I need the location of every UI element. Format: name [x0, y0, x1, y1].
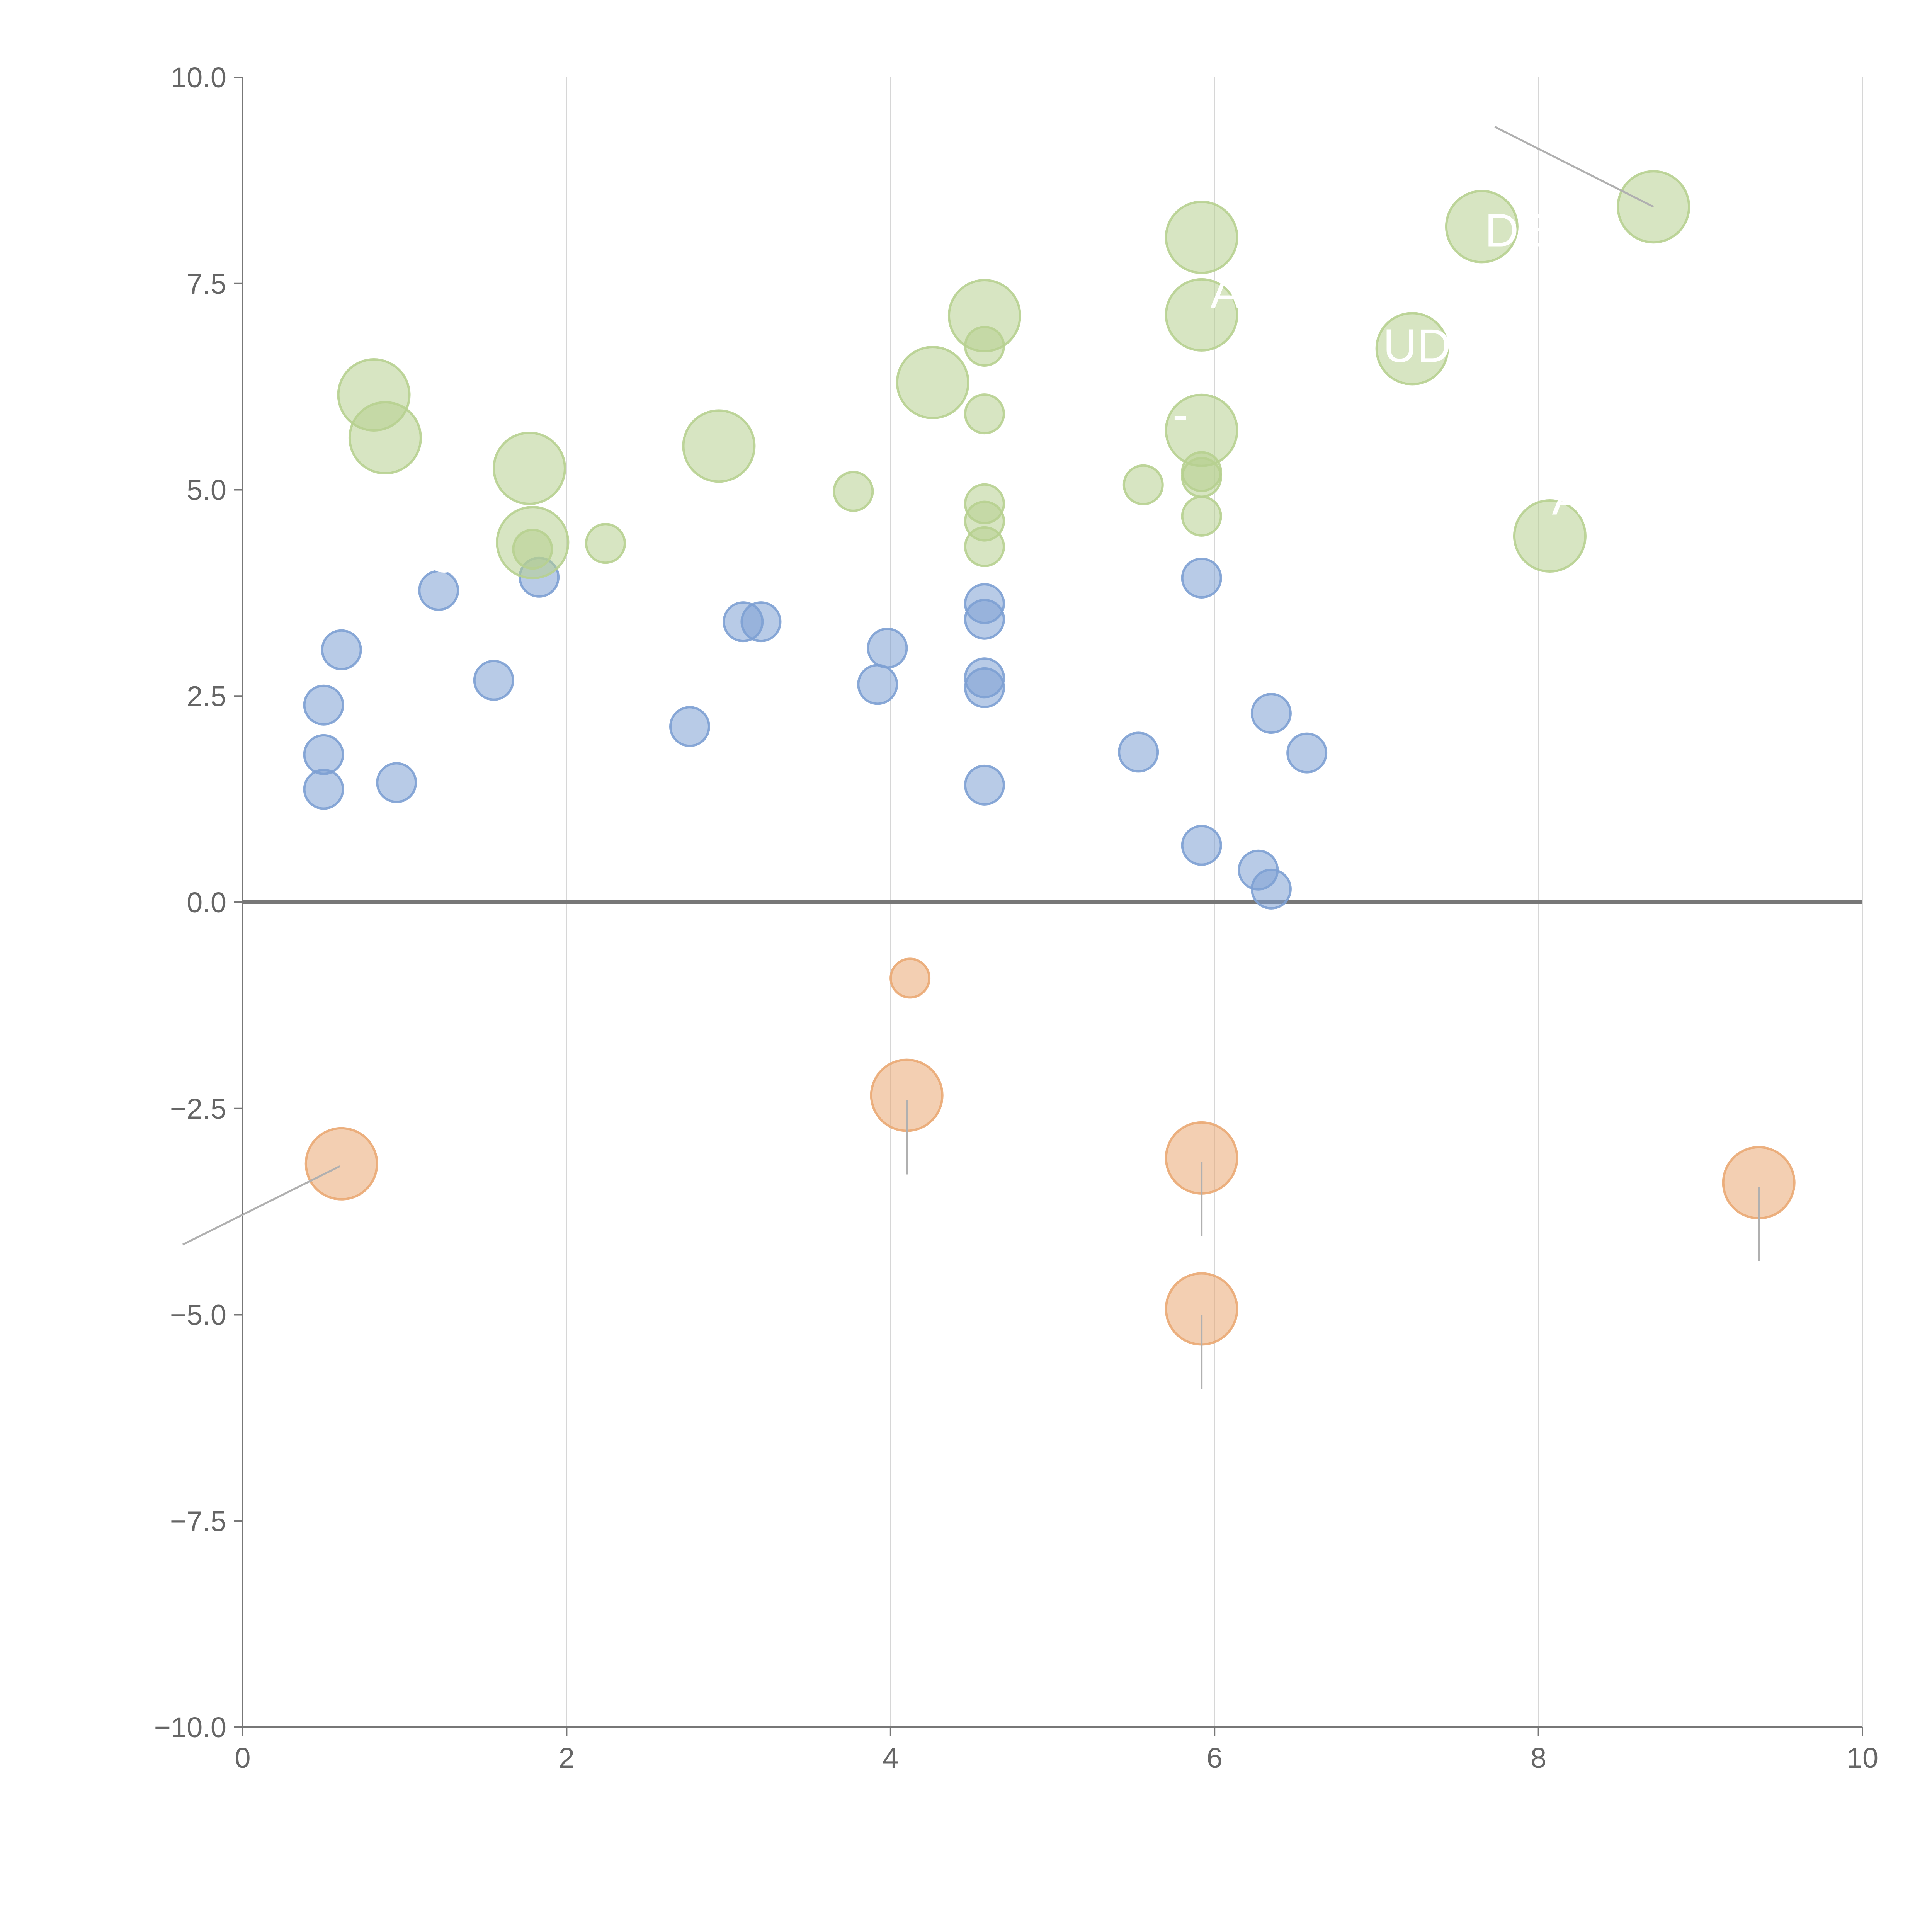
point-label: V-	[1144, 388, 1188, 440]
y-tick-label: −10.0	[154, 1711, 226, 1743]
point-label: UD	[1383, 320, 1451, 372]
green-data-point	[964, 393, 1005, 435]
green-data-point	[1181, 457, 1222, 498]
annotation-leader-line	[182, 1165, 340, 1246]
green-data-point	[1375, 312, 1449, 386]
blue-data-point	[964, 667, 1005, 708]
blue-data-point	[857, 664, 898, 705]
annotation-leader-line	[1494, 126, 1654, 208]
blue-data-point	[303, 734, 344, 775]
blue-data-point	[473, 660, 514, 701]
green-data-point	[492, 431, 566, 505]
green-data-point	[512, 529, 553, 570]
blue-data-point	[669, 706, 710, 747]
blue-data-point	[418, 570, 459, 611]
green-data-point	[1445, 190, 1519, 264]
x-tick-label: 0	[235, 1742, 250, 1774]
green-data-point	[348, 401, 422, 474]
blue-data-point	[1250, 693, 1292, 734]
point-label: DE	[1485, 204, 1550, 257]
point-label: A	[1210, 266, 1242, 318]
y-tick-label: 2.5	[187, 680, 226, 712]
blue-data-point	[376, 762, 417, 803]
green-data-point	[1181, 495, 1222, 537]
green-data-point	[1165, 278, 1238, 352]
y-tick-label: −2.5	[170, 1093, 226, 1125]
x-tick-label: 8	[1531, 1742, 1546, 1774]
data-points	[303, 170, 1796, 1346]
blue-data-point	[740, 601, 782, 643]
green-data-point	[585, 523, 626, 564]
green-data-point	[833, 471, 874, 512]
blue-data-point	[321, 629, 362, 670]
x-tick-label: 4	[883, 1742, 898, 1774]
blue-data-point	[1181, 557, 1222, 599]
blue-data-point	[1118, 731, 1159, 773]
blue-data-point	[1250, 868, 1292, 910]
x-tick-label: 6	[1207, 1742, 1223, 1774]
y-tick-label: 10.0	[171, 61, 226, 94]
green-data-point	[964, 526, 1005, 567]
orange-data-point	[889, 957, 931, 999]
point-label: A	[1552, 472, 1583, 525]
blue-data-point	[303, 769, 344, 810]
blue-data-point	[867, 628, 908, 669]
green-data-point	[1165, 201, 1238, 274]
annotations: CO A V- UD DE A	[182, 126, 1760, 1389]
y-tick-label: 5.0	[187, 474, 226, 506]
blue-data-point	[1181, 825, 1222, 866]
blue-data-point	[964, 764, 1005, 806]
green-data-point	[964, 326, 1005, 367]
blue-data-point	[1286, 732, 1328, 774]
green-data-point	[1122, 464, 1164, 505]
point-label: CO	[426, 530, 497, 582]
x-tick-label: 10	[1847, 1742, 1878, 1774]
y-tick-label: 7.5	[187, 268, 226, 300]
x-tick-label: 2	[559, 1742, 575, 1774]
orange-data-point	[304, 1127, 378, 1201]
blue-data-point	[303, 684, 344, 726]
green-data-point	[1513, 499, 1587, 573]
axes: 0 2 4 6 8 10 10.0 7.5 5.0 2.5 0.0 −2.5 −5.0 −7.5 −10.0	[154, 61, 1878, 1774]
y-tick-label: −7.5	[170, 1505, 226, 1537]
green-data-point	[896, 345, 969, 419]
blue-data-point	[964, 599, 1005, 640]
green-data-point	[682, 409, 756, 483]
y-tick-label: 0.0	[187, 886, 226, 918]
y-tick-label: −5.0	[170, 1299, 226, 1331]
